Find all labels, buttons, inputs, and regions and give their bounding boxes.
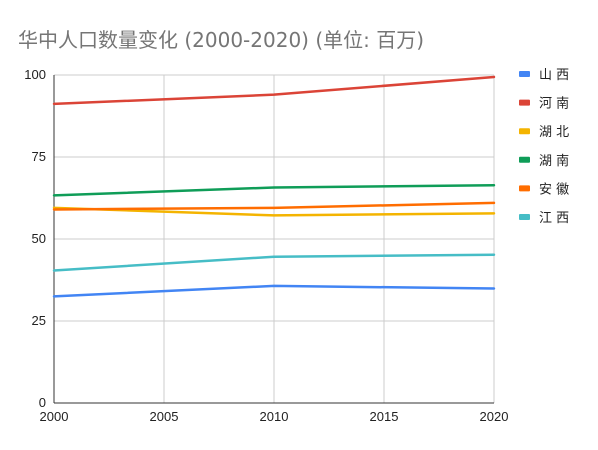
legend-label: 河 南	[539, 96, 569, 112]
series-line-1	[52, 75, 496, 106]
legend-item[interactable]: 湖 南	[519, 153, 569, 169]
legend-label: 江 西	[539, 211, 569, 226]
x-tick-label: 2015	[370, 409, 399, 424]
series-lines	[52, 75, 496, 298]
chart-title: 华中人口数量变化 (2000-2020) (单位: 百万)	[18, 28, 425, 52]
axes: 2000 2005 2010 2015 2020 0 25 50 75 100	[24, 67, 508, 424]
legend-item[interactable]: 安 徽	[519, 182, 569, 197]
y-tick-label: 25	[32, 313, 46, 328]
legend-label: 湖 南	[539, 153, 569, 169]
legend-item[interactable]: 湖 北	[519, 125, 569, 140]
y-tick-label: 100	[24, 67, 46, 82]
legend-item[interactable]: 河 南	[519, 96, 569, 112]
legend-swatch	[519, 71, 530, 77]
grid	[54, 74, 495, 403]
series-line-2	[52, 206, 496, 217]
legend-label: 山 西	[539, 68, 569, 83]
legend-swatch	[519, 128, 530, 135]
legend-item[interactable]: 江 西	[519, 211, 569, 226]
series-line-4	[52, 201, 496, 211]
x-tick-label: 2005	[150, 409, 179, 424]
legend-label: 安 徽	[539, 182, 569, 197]
series-line-3	[52, 183, 496, 197]
y-tick-label: 75	[32, 149, 46, 164]
legend-swatch	[519, 214, 530, 220]
legend-swatch	[519, 156, 530, 163]
legend-swatch	[519, 185, 530, 192]
legend-label: 湖 北	[539, 125, 569, 140]
y-tick-label: 0	[39, 395, 46, 410]
x-tick-label: 2020	[480, 409, 509, 424]
series-line-0	[52, 284, 496, 298]
x-tick-label: 2010	[260, 409, 289, 424]
legend-swatch	[519, 99, 530, 106]
legend: 山 西河 南湖 北湖 南安 徽江 西	[519, 68, 569, 226]
y-tick-label: 50	[32, 231, 46, 246]
legend-item[interactable]: 山 西	[519, 68, 569, 83]
series-line-5	[52, 253, 496, 272]
x-tick-label: 2000	[40, 409, 69, 424]
